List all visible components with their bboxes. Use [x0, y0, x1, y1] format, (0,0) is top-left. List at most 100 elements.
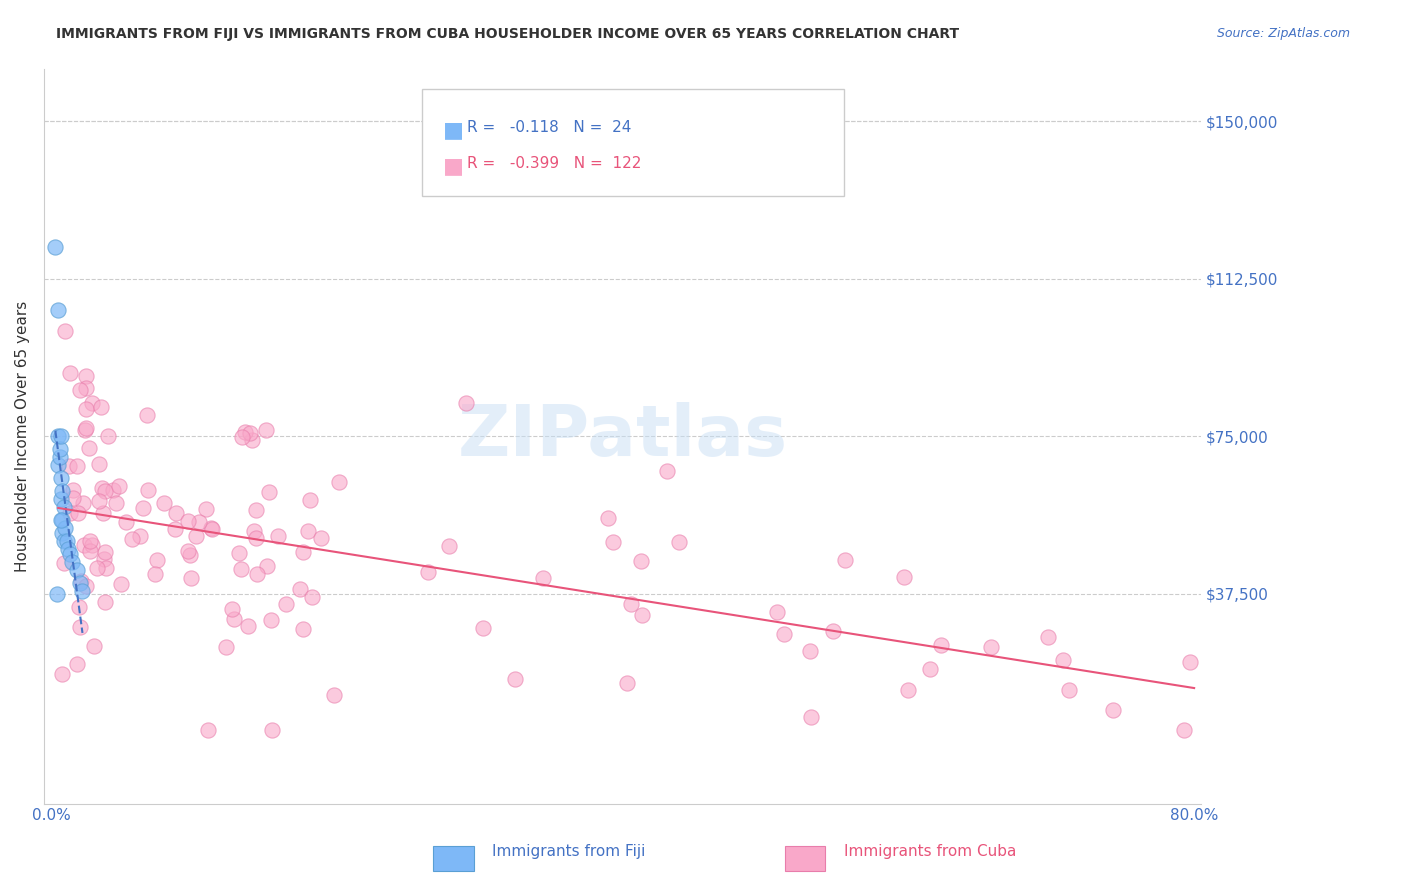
Immigrants from Cuba	[243, 524, 266, 539]
Immigrants from Cuba	[163, 522, 186, 536]
Immigrants from Cuba	[75, 423, 97, 437]
Immigrants from Fiji	[53, 521, 76, 535]
Y-axis label: Householder Income Over 65 years: Householder Income Over 65 years	[15, 301, 30, 572]
Immigrants from Cuba	[297, 524, 319, 538]
Immigrants from Cuba	[266, 529, 288, 543]
Text: Immigrants from Fiji: Immigrants from Fiji	[492, 845, 645, 859]
Immigrants from Cuba	[655, 464, 678, 478]
Immigrants from Cuba	[256, 559, 278, 574]
Immigrants from Cuba	[918, 662, 941, 676]
Immigrants from Cuba	[231, 562, 253, 576]
Immigrants from Fiji	[48, 450, 70, 464]
Immigrants from Fiji	[56, 542, 79, 557]
Immigrants from Cuba	[65, 657, 87, 671]
Immigrants from Cuba	[800, 709, 823, 723]
Immigrants from Cuba	[121, 532, 143, 546]
Immigrants from Cuba	[240, 433, 263, 447]
Immigrants from Cuba	[472, 622, 495, 636]
Immigrants from Cuba	[97, 429, 120, 443]
Immigrants from Cuba	[177, 514, 200, 528]
Immigrants from Cuba	[322, 688, 344, 702]
Immigrants from Cuba	[416, 565, 439, 579]
Immigrants from Fiji	[51, 483, 73, 498]
Text: Immigrants from Cuba: Immigrants from Cuba	[844, 845, 1017, 859]
Immigrants from Fiji	[46, 303, 69, 318]
Immigrants from Cuba	[299, 493, 322, 508]
Immigrants from Cuba	[929, 638, 952, 652]
Immigrants from Cuba	[153, 496, 176, 510]
Immigrants from Cuba	[86, 561, 108, 575]
Immigrants from Fiji	[49, 471, 72, 485]
Immigrants from Fiji	[51, 513, 73, 527]
Immigrants from Cuba	[197, 723, 219, 738]
Immigrants from Cuba	[221, 602, 243, 616]
Immigrants from Cuba	[108, 479, 131, 493]
Immigrants from Fiji	[52, 534, 75, 549]
Immigrants from Cuba	[53, 556, 76, 570]
Immigrants from Cuba	[82, 538, 104, 552]
Immigrants from Cuba	[200, 521, 222, 535]
Immigrants from Cuba	[59, 366, 82, 380]
Immigrants from Cuba	[75, 421, 97, 435]
Immigrants from Cuba	[834, 553, 856, 567]
Immigrants from Cuba	[980, 640, 1002, 654]
Immigrants from Cuba	[620, 597, 643, 611]
Immigrants from Cuba	[598, 511, 620, 525]
Immigrants from Cuba	[75, 402, 97, 417]
Immigrants from Cuba	[83, 640, 105, 654]
Immigrants from Cuba	[69, 383, 91, 397]
Immigrants from Cuba	[101, 483, 124, 497]
Immigrants from Fiji	[55, 534, 77, 549]
Immigrants from Cuba	[276, 597, 298, 611]
Immigrants from Fiji	[59, 547, 82, 561]
Immigrants from Cuba	[616, 675, 638, 690]
Immigrants from Cuba	[1102, 703, 1125, 717]
Immigrants from Cuba	[245, 502, 267, 516]
Immigrants from Cuba	[132, 500, 155, 515]
Immigrants from Cuba	[180, 571, 202, 585]
Immigrants from Cuba	[145, 552, 167, 566]
Immigrants from Cuba	[799, 644, 821, 658]
Immigrants from Cuba	[82, 396, 104, 410]
Immigrants from Cuba	[1173, 723, 1195, 738]
Immigrants from Cuba	[239, 426, 262, 441]
Immigrants from Cuba	[62, 491, 84, 506]
Immigrants from Fiji	[66, 564, 89, 578]
Immigrants from Cuba	[73, 538, 96, 552]
Immigrants from Cuba	[79, 544, 101, 558]
Immigrants from Cuba	[233, 425, 256, 439]
Immigrants from Cuba	[236, 619, 259, 633]
Immigrants from Fiji	[62, 555, 84, 569]
Immigrants from Cuba	[437, 539, 460, 553]
Immigrants from Cuba	[254, 423, 277, 437]
Immigrants from Cuba	[77, 441, 100, 455]
Immigrants from Cuba	[75, 369, 97, 384]
Text: ■: ■	[443, 120, 464, 140]
Immigrants from Cuba	[288, 582, 311, 597]
Immigrants from Cuba	[765, 605, 787, 619]
Immigrants from Cuba	[51, 667, 73, 681]
Immigrants from Cuba	[93, 595, 115, 609]
Immigrants from Cuba	[136, 408, 159, 422]
Immigrants from Cuba	[79, 533, 101, 548]
Immigrants from Cuba	[69, 620, 91, 634]
Immigrants from Fiji	[46, 429, 69, 443]
Immigrants from Cuba	[188, 516, 211, 530]
Immigrants from Cuba	[773, 626, 796, 640]
Text: IMMIGRANTS FROM FIJI VS IMMIGRANTS FROM CUBA HOUSEHOLDER INCOME OVER 65 YEARS CO: IMMIGRANTS FROM FIJI VS IMMIGRANTS FROM …	[56, 27, 959, 41]
Immigrants from Fiji	[49, 513, 72, 527]
Immigrants from Cuba	[67, 507, 90, 521]
Immigrants from Cuba	[292, 622, 315, 636]
Immigrants from Cuba	[91, 481, 114, 495]
Immigrants from Cuba	[72, 496, 94, 510]
Immigrants from Cuba	[246, 566, 269, 581]
Immigrants from Cuba	[75, 579, 97, 593]
Immigrants from Cuba	[1036, 630, 1059, 644]
Immigrants from Cuba	[222, 612, 245, 626]
Immigrants from Cuba	[821, 624, 844, 638]
Immigrants from Cuba	[94, 561, 117, 575]
Immigrants from Fiji	[44, 240, 66, 254]
Text: R =   -0.118   N =  24: R = -0.118 N = 24	[467, 120, 631, 136]
Immigrants from Cuba	[184, 528, 207, 542]
Immigrants from Cuba	[328, 475, 350, 489]
